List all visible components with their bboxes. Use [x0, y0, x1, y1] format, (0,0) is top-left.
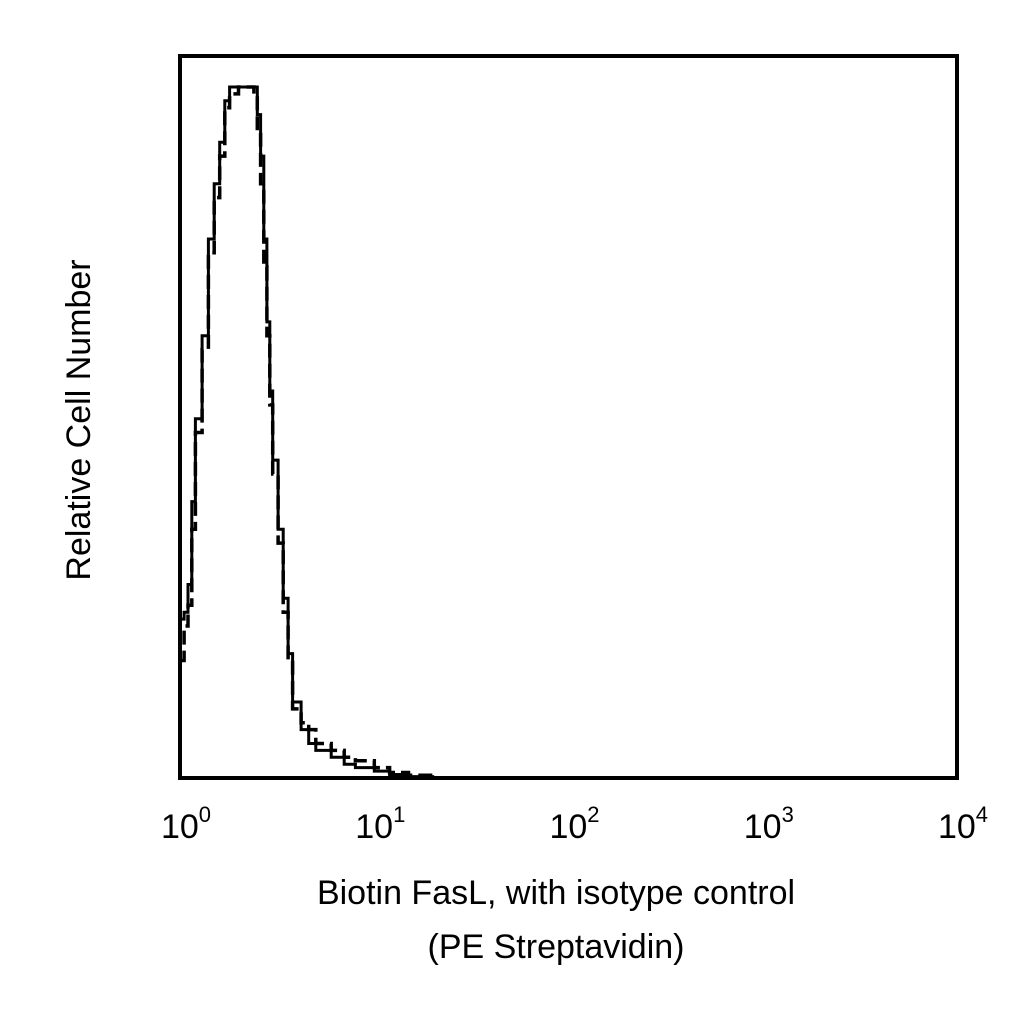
x-tick-labels: 100 101 102 103 104 — [161, 802, 988, 846]
x-tick-label: 100 — [161, 802, 211, 846]
series-layer — [180, 85, 435, 779]
histogram-solid-line — [180, 85, 435, 779]
x-axis-label: Biotin FasL, with isotype control — [317, 874, 795, 912]
plot-frame — [178, 54, 959, 780]
histogram-dashed-line — [180, 85, 435, 778]
x-axis-label-line2: (PE Streptavidin) — [428, 928, 685, 966]
x-tick-label: 104 — [938, 802, 988, 846]
x-tick-label: 101 — [355, 802, 405, 846]
x-tick-label: 102 — [549, 802, 599, 846]
y-axis-label: Relative Cell Number — [60, 259, 98, 580]
x-tick-label: 103 — [744, 802, 794, 846]
